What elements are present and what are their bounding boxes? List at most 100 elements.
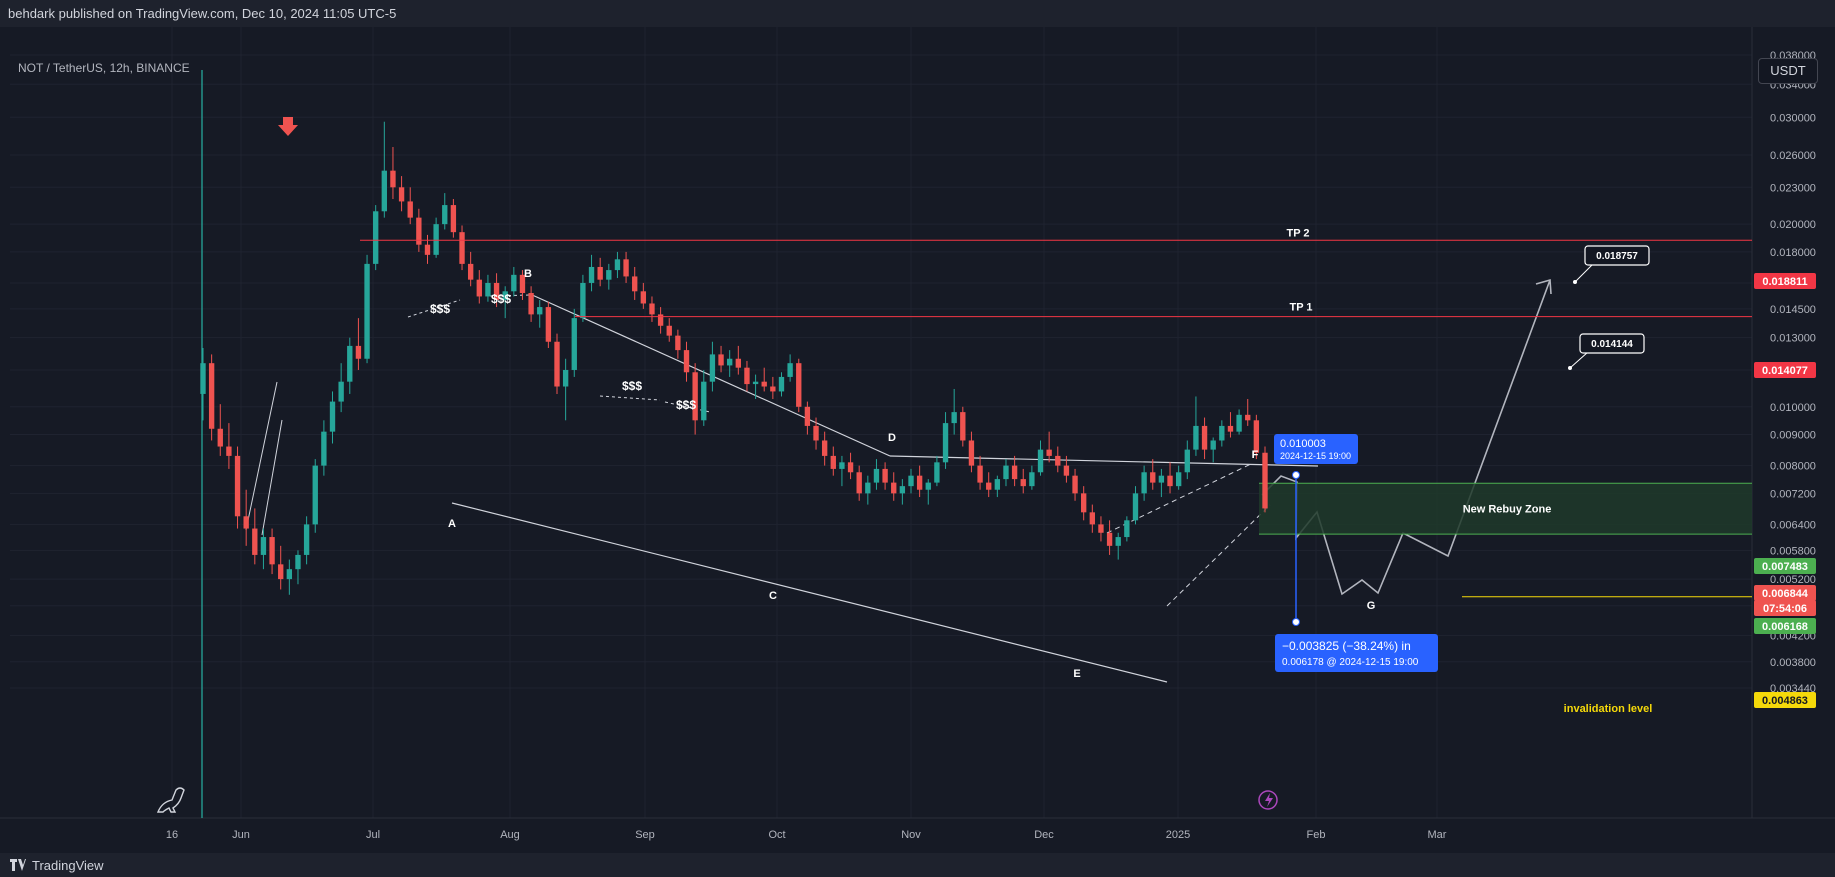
candle-body bbox=[1150, 472, 1156, 483]
price-label-bg bbox=[1754, 585, 1816, 601]
candle-body bbox=[390, 170, 396, 188]
lower-trendline bbox=[451, 502, 1168, 683]
candle-body bbox=[381, 170, 387, 212]
candle-body bbox=[994, 479, 1001, 490]
price-chart[interactable]: New Rebuy Zone TP 2 TP 1 invalidation leve… bbox=[0, 27, 1835, 853]
candle-body bbox=[1210, 440, 1216, 450]
candle-body bbox=[718, 354, 724, 366]
tradingview-logo[interactable]: TradingView bbox=[10, 858, 104, 873]
candle-body bbox=[562, 369, 569, 387]
candle-body bbox=[796, 363, 802, 407]
candle-body bbox=[373, 211, 379, 264]
target-callout-box bbox=[1584, 245, 1650, 266]
candles bbox=[200, 70, 1268, 818]
rebuy-zone: New Rebuy Zone bbox=[1259, 482, 1752, 535]
price-label: 0.018811 bbox=[1762, 276, 1807, 288]
price-axis[interactable]: 0.0380000.0340000.0300000.0260000.023000… bbox=[1754, 50, 1816, 708]
candle-body bbox=[1253, 420, 1260, 453]
price-label: 0.007483 bbox=[1762, 561, 1808, 573]
candle-body bbox=[761, 381, 767, 387]
tp2-label: TP 2 bbox=[1286, 227, 1309, 239]
time-axis[interactable]: 16 Jun Jul Aug Sep Oct Nov Dec 2025 Feb Mar bbox=[166, 829, 1447, 841]
candle-body bbox=[942, 423, 949, 463]
candle-body bbox=[632, 276, 638, 292]
wedge-lower bbox=[1166, 504, 1271, 607]
target-callout-point bbox=[1568, 366, 1572, 370]
invalidation-label: invalidation level bbox=[1564, 703, 1653, 715]
projected-path bbox=[1261, 279, 1551, 596]
lightning-icon-bolt bbox=[1265, 793, 1273, 807]
candle-body bbox=[666, 325, 672, 336]
liquidity-label: $$$ bbox=[676, 398, 696, 412]
candle-body bbox=[200, 363, 206, 394]
time-tick-label: Dec bbox=[1034, 829, 1054, 841]
candle-body bbox=[847, 462, 854, 473]
liquidity-label: $$$ bbox=[622, 379, 642, 393]
liquidity-dash bbox=[407, 294, 531, 318]
candle-body bbox=[649, 303, 655, 315]
price-tick-label: 0.005200 bbox=[1770, 574, 1816, 586]
d-f-line bbox=[889, 455, 1319, 467]
candle-body bbox=[1029, 472, 1035, 487]
candle-body bbox=[321, 431, 327, 466]
candle-body bbox=[1167, 475, 1173, 487]
candle-body bbox=[1072, 475, 1078, 494]
candle-body bbox=[744, 367, 750, 385]
candle-body bbox=[1098, 524, 1104, 533]
candle-body bbox=[295, 554, 301, 570]
candle-body bbox=[675, 335, 681, 351]
candle-body bbox=[528, 293, 534, 315]
candle-body bbox=[537, 307, 543, 315]
footer-bar: TradingView bbox=[0, 853, 1835, 877]
candle-body bbox=[1115, 537, 1121, 546]
currency-button[interactable]: USDT bbox=[1758, 58, 1818, 84]
time-tick-label: Jul bbox=[366, 829, 380, 841]
early-channel-line bbox=[261, 419, 283, 536]
measure-point-bottom bbox=[1292, 618, 1300, 626]
candle-body bbox=[226, 446, 232, 456]
candle-body bbox=[614, 259, 621, 271]
candle-body bbox=[899, 486, 906, 494]
price-label: 0.004863 bbox=[1762, 695, 1808, 707]
projected-path-arrowhead bbox=[1535, 278, 1552, 295]
time-tick-label: Sep bbox=[635, 829, 655, 841]
candle-body bbox=[1081, 493, 1087, 513]
rebuy-zone-box bbox=[1259, 483, 1752, 535]
candle-body bbox=[597, 266, 603, 280]
candle-body bbox=[1011, 465, 1018, 480]
candle-body bbox=[692, 372, 698, 421]
dino-icon bbox=[156, 787, 185, 813]
measure-top-box bbox=[1274, 434, 1358, 464]
candle-body bbox=[269, 537, 275, 565]
wave-label: D bbox=[888, 432, 896, 444]
chart-area[interactable]: New Rebuy Zone TP 2 TP 1 invalidation leve… bbox=[0, 27, 1835, 853]
candle-body bbox=[329, 401, 336, 432]
time-tick-label: Aug bbox=[500, 829, 520, 841]
candle-body bbox=[623, 259, 629, 277]
candle-body bbox=[355, 345, 362, 359]
candle-body bbox=[1184, 449, 1190, 473]
candle-body bbox=[580, 282, 586, 319]
candle-body bbox=[588, 266, 595, 283]
candle-body bbox=[1201, 425, 1208, 450]
price-tick-label: 0.006400 bbox=[1770, 519, 1816, 531]
candle-body bbox=[252, 528, 258, 555]
candle-body bbox=[286, 569, 293, 580]
candle-body bbox=[821, 440, 828, 456]
wave-label: E bbox=[1073, 668, 1080, 680]
candle-body bbox=[891, 482, 897, 494]
candle-body bbox=[1262, 452, 1268, 509]
candle-body bbox=[571, 318, 577, 370]
tradingview-logo-icon bbox=[10, 859, 26, 871]
candle-body bbox=[640, 291, 647, 304]
liquidity-label: $$$ bbox=[491, 292, 511, 306]
candle-body bbox=[934, 462, 940, 483]
candle-body bbox=[519, 274, 526, 294]
candle-body bbox=[450, 205, 457, 233]
candle-body bbox=[873, 468, 880, 483]
price-label-bg bbox=[1754, 558, 1816, 574]
candle-body bbox=[787, 363, 793, 377]
measure-top-value: 0.010003 bbox=[1280, 438, 1326, 450]
target-callout-value: 0.018757 bbox=[1596, 251, 1638, 262]
price-tick-label: 0.007200 bbox=[1770, 488, 1816, 500]
